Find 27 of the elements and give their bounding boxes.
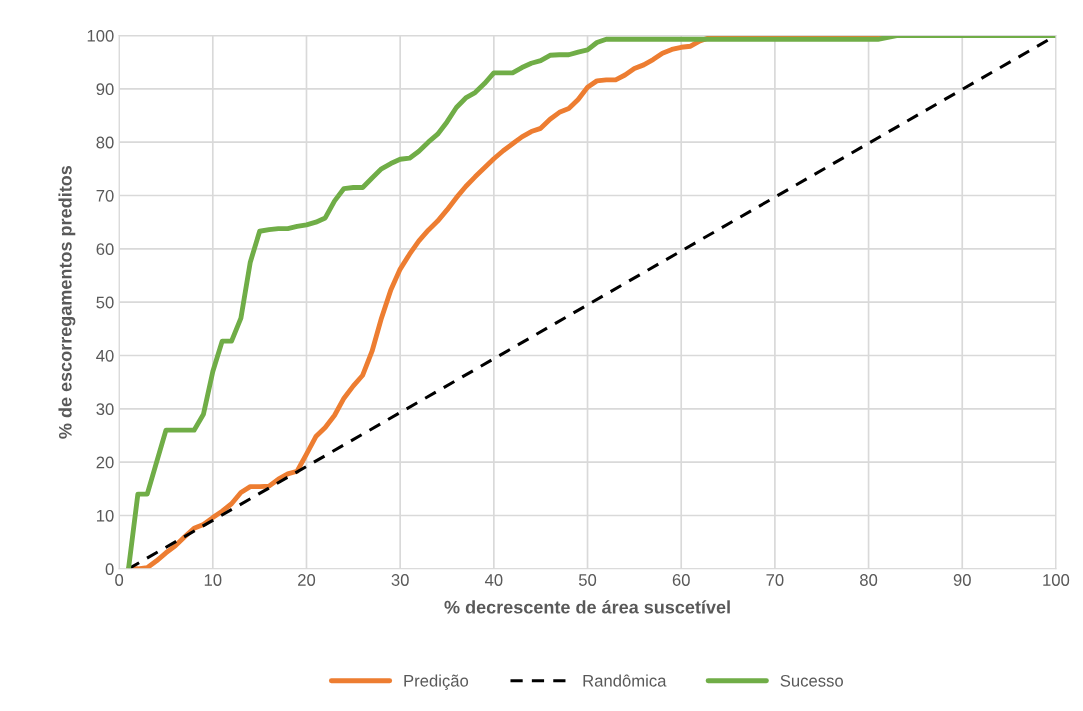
- y-tick-label: 80: [96, 136, 114, 149]
- y-tick-label: 0: [105, 563, 114, 575]
- x-tick-label: 90: [953, 574, 971, 586]
- x-tick-label: 60: [672, 574, 690, 586]
- y-tick-label: 20: [96, 456, 114, 469]
- y-tick-label: 70: [96, 189, 114, 202]
- y-tick-label: 100: [87, 29, 114, 42]
- x-tick-label: 100: [1043, 574, 1070, 586]
- x-tick-label: 70: [766, 574, 784, 586]
- y-tick-label: 10: [97, 509, 114, 522]
- legend-label: Predição: [404, 674, 469, 691]
- y-tick-label: 60: [96, 243, 114, 256]
- x-tick-label: 80: [860, 574, 878, 586]
- y-tick-label: 40: [96, 349, 114, 362]
- y-tick-label: 50: [96, 296, 114, 309]
- x-tick-label: 40: [484, 574, 503, 586]
- legend-label: Randômica: [583, 674, 667, 687]
- y-axis-title: % de escorregamentos preditos: [58, 165, 76, 439]
- y-tick-label: 90: [96, 83, 114, 96]
- x-tick-label: 30: [391, 574, 409, 586]
- x-tick-label: 50: [578, 574, 597, 586]
- legend-label: Sucesso: [780, 674, 843, 687]
- x-tick-label: 0: [115, 574, 124, 586]
- x-tick-label: 10: [204, 574, 222, 586]
- y-tick-label: 30: [96, 403, 114, 416]
- x-axis-title: % decrescente de área suscetível: [444, 600, 730, 614]
- x-tick-label: 20: [298, 574, 316, 586]
